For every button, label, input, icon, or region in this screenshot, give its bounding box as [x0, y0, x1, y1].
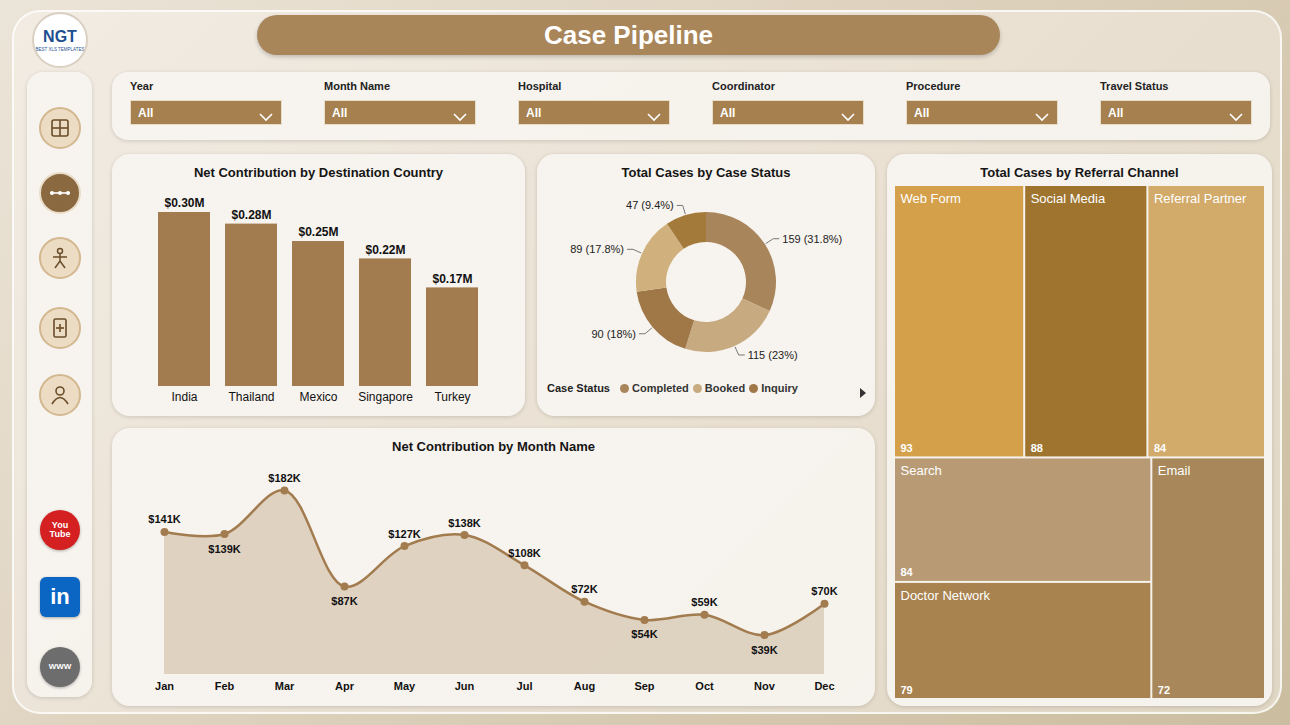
- svg-text:Email: Email: [1158, 463, 1191, 478]
- svg-text:$0.30M: $0.30M: [164, 196, 204, 210]
- html-text:All: All: [526, 106, 542, 120]
- svg-text:84: 84: [1154, 442, 1167, 454]
- svg-text:$39K: $39K: [751, 644, 777, 656]
- html-text:All: All: [1108, 106, 1124, 120]
- html-text:You: You: [51, 519, 69, 530]
- svg-text:Mar: Mar: [275, 680, 295, 692]
- svg-text:Dec: Dec: [814, 680, 834, 692]
- svg-text:$0.17M: $0.17M: [432, 272, 472, 286]
- svg-text:Doctor Network: Doctor Network: [901, 588, 991, 603]
- html-text:BEST XLS TEMPLATES: BEST XLS TEMPLATES: [35, 47, 85, 52]
- html-text:All: All: [720, 106, 736, 120]
- html-text:Completed: Completed: [632, 382, 689, 394]
- svg-text:84: 84: [901, 566, 914, 578]
- svg-text:Jun: Jun: [455, 680, 475, 692]
- svg-text:Feb: Feb: [215, 680, 235, 692]
- svg-text:47 (9.4%): 47 (9.4%): [626, 199, 674, 211]
- html-text:All: All: [914, 106, 930, 120]
- svg-text:$138K: $138K: [448, 517, 480, 529]
- html-text:Net Contribution by Destinatio: Net Contribution by Destination Country: [193, 165, 444, 180]
- svg-text:$0.28M: $0.28M: [231, 208, 271, 222]
- svg-text:90 (18%): 90 (18%): [591, 328, 636, 340]
- svg-text:$141K: $141K: [148, 513, 180, 525]
- html-text:All: All: [332, 106, 348, 120]
- svg-text:88: 88: [1031, 442, 1043, 454]
- html-text:Hospital: Hospital: [518, 80, 562, 92]
- svg-text:Apr: Apr: [335, 680, 355, 692]
- svg-text:$87K: $87K: [331, 595, 357, 607]
- html-text:Total Cases by Case Status: Total Cases by Case Status: [621, 165, 791, 180]
- html-text:Case Status: Case Status: [547, 382, 610, 394]
- html-text:Inquiry: Inquiry: [761, 382, 798, 394]
- html-text:Case Pipeline: Case Pipeline: [544, 20, 713, 50]
- svg-text:Web Form: Web Form: [901, 191, 961, 206]
- svg-text:$72K: $72K: [571, 583, 597, 595]
- svg-text:$108K: $108K: [508, 547, 540, 559]
- html-text:WWW: WWW: [48, 661, 72, 671]
- svg-text:Nov: Nov: [754, 680, 776, 692]
- svg-text:Mexico: Mexico: [299, 390, 337, 404]
- svg-text:$127K: $127K: [388, 528, 420, 540]
- html-text:Year: Year: [130, 80, 154, 92]
- svg-text:Search: Search: [901, 463, 942, 478]
- html-text:Month Name: Month Name: [324, 80, 390, 92]
- svg-text:Jan: Jan: [155, 680, 174, 692]
- svg-text:$182K: $182K: [268, 472, 300, 484]
- svg-text:Thailand: Thailand: [228, 390, 274, 404]
- svg-text:$54K: $54K: [631, 628, 657, 640]
- svg-text:Social Media: Social Media: [1031, 191, 1106, 206]
- svg-text:Sep: Sep: [634, 680, 654, 692]
- html-text:in: in: [50, 584, 70, 610]
- svg-text:$59K: $59K: [691, 596, 717, 608]
- svg-text:India: India: [171, 390, 197, 404]
- svg-text:$139K: $139K: [208, 542, 240, 554]
- html-text:Booked: Booked: [704, 382, 746, 394]
- svg-text:Aug: Aug: [574, 680, 595, 692]
- svg-text:89 (17.8%): 89 (17.8%): [570, 243, 624, 255]
- svg-text:May: May: [394, 680, 416, 692]
- html-text:Total Cases by Referral Channe: Total Cases by Referral Channel: [980, 165, 1179, 180]
- svg-text:79: 79: [901, 684, 913, 696]
- svg-text:$70K: $70K: [811, 585, 837, 597]
- svg-text:159 (31.8%): 159 (31.8%): [782, 233, 842, 245]
- html-text:Tube: Tube: [49, 529, 71, 539]
- svg-text:72: 72: [1158, 684, 1170, 696]
- svg-text:Oct: Oct: [695, 680, 714, 692]
- html-text:Procedure: Procedure: [906, 80, 961, 92]
- svg-text:Jul: Jul: [517, 680, 533, 692]
- svg-text:Turkey: Turkey: [434, 390, 470, 404]
- html-text:Net Contribution by Month Name: Net Contribution by Month Name: [392, 439, 595, 454]
- svg-text:$0.22M: $0.22M: [365, 243, 405, 257]
- html-text:Travel Status: Travel Status: [1100, 80, 1169, 92]
- html-text:All: All: [138, 106, 154, 120]
- svg-text:Referral Partner: Referral Partner: [1154, 191, 1247, 206]
- svg-text:115 (23%): 115 (23%): [748, 349, 798, 361]
- html-text:NGT: NGT: [43, 28, 77, 45]
- svg-text:Singapore: Singapore: [358, 390, 413, 404]
- html-text:Coordinator: Coordinator: [712, 80, 775, 92]
- svg-text:93: 93: [901, 442, 913, 454]
- svg-text:$0.25M: $0.25M: [298, 225, 338, 239]
